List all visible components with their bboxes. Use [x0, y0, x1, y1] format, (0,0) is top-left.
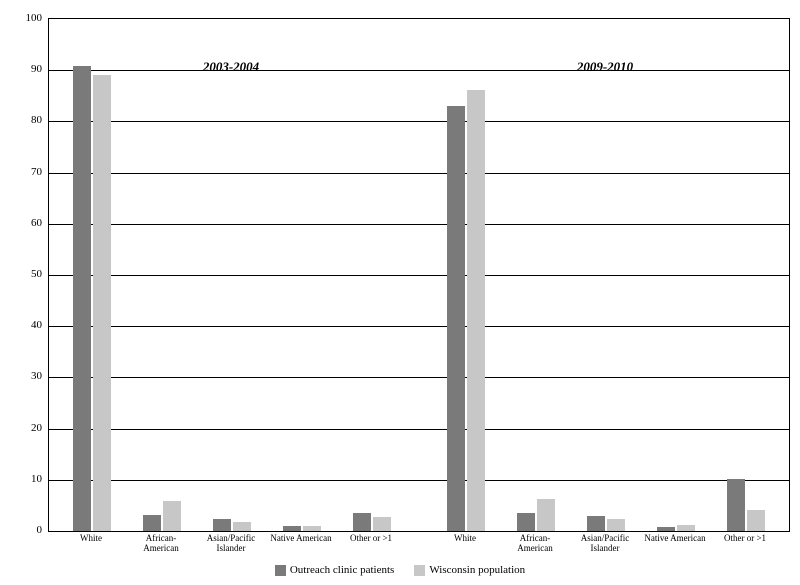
bar — [727, 479, 745, 531]
y-gridline — [49, 121, 789, 122]
y-tick-label: 50 — [31, 268, 42, 280]
bar — [143, 515, 161, 531]
bar — [303, 526, 321, 531]
x-tick-label: Asian/PacificIslander — [196, 534, 266, 554]
x-tick-label: Other or >1 — [336, 534, 406, 544]
y-tick-label: 90 — [31, 63, 42, 75]
bar — [517, 513, 535, 531]
bar — [73, 66, 91, 531]
bar — [353, 513, 371, 531]
x-tick-label: White — [56, 534, 126, 544]
bar — [373, 517, 391, 531]
y-tick-label: 40 — [31, 319, 42, 331]
legend-swatch — [414, 565, 425, 576]
y-gridline — [49, 224, 789, 225]
bar — [657, 527, 675, 531]
y-tick-label: 60 — [31, 217, 42, 229]
y-tick-label: 70 — [31, 166, 42, 178]
y-tick-label: 20 — [31, 422, 42, 434]
x-tick-label: Native American — [640, 534, 710, 544]
y-gridline — [49, 275, 789, 276]
y-gridline — [49, 326, 789, 327]
bar — [747, 510, 765, 532]
bar — [537, 499, 555, 531]
legend-label: Outreach clinic patients — [290, 564, 394, 576]
legend-swatch — [275, 565, 286, 576]
y-gridline — [49, 377, 789, 378]
plot-area — [48, 18, 790, 532]
x-tick-label: African-American — [500, 534, 570, 554]
legend-item: Wisconsin population — [414, 564, 525, 576]
chart-frame: Outreach clinic patients Wisconsin popula… — [0, 0, 800, 585]
y-gridline — [49, 429, 789, 430]
legend: Outreach clinic patients Wisconsin popula… — [0, 564, 800, 576]
y-gridline — [49, 173, 789, 174]
bar — [587, 516, 605, 531]
y-tick-label: 0 — [37, 524, 43, 536]
x-tick-label: Native American — [266, 534, 336, 544]
bar — [213, 519, 231, 531]
y-tick-label: 10 — [31, 473, 42, 485]
y-tick-label: 100 — [26, 12, 43, 24]
bar — [283, 526, 301, 531]
bar — [447, 106, 465, 531]
period-label: 2009-2010 — [446, 59, 764, 75]
legend-item: Outreach clinic patients — [275, 564, 394, 576]
x-tick-label: White — [430, 534, 500, 544]
bar — [163, 501, 181, 531]
period-label: 2003-2004 — [72, 59, 390, 75]
x-tick-label: Other or >1 — [710, 534, 780, 544]
bar — [677, 525, 695, 531]
x-tick-label: Asian/PacificIslander — [570, 534, 640, 554]
x-tick-label: African-American — [126, 534, 196, 554]
legend-label: Wisconsin population — [429, 564, 525, 576]
y-tick-label: 80 — [31, 114, 42, 126]
bar — [467, 90, 485, 531]
bar — [607, 519, 625, 531]
y-gridline — [49, 480, 789, 481]
bar — [93, 75, 111, 531]
y-tick-label: 30 — [31, 370, 42, 382]
bar — [233, 522, 251, 531]
